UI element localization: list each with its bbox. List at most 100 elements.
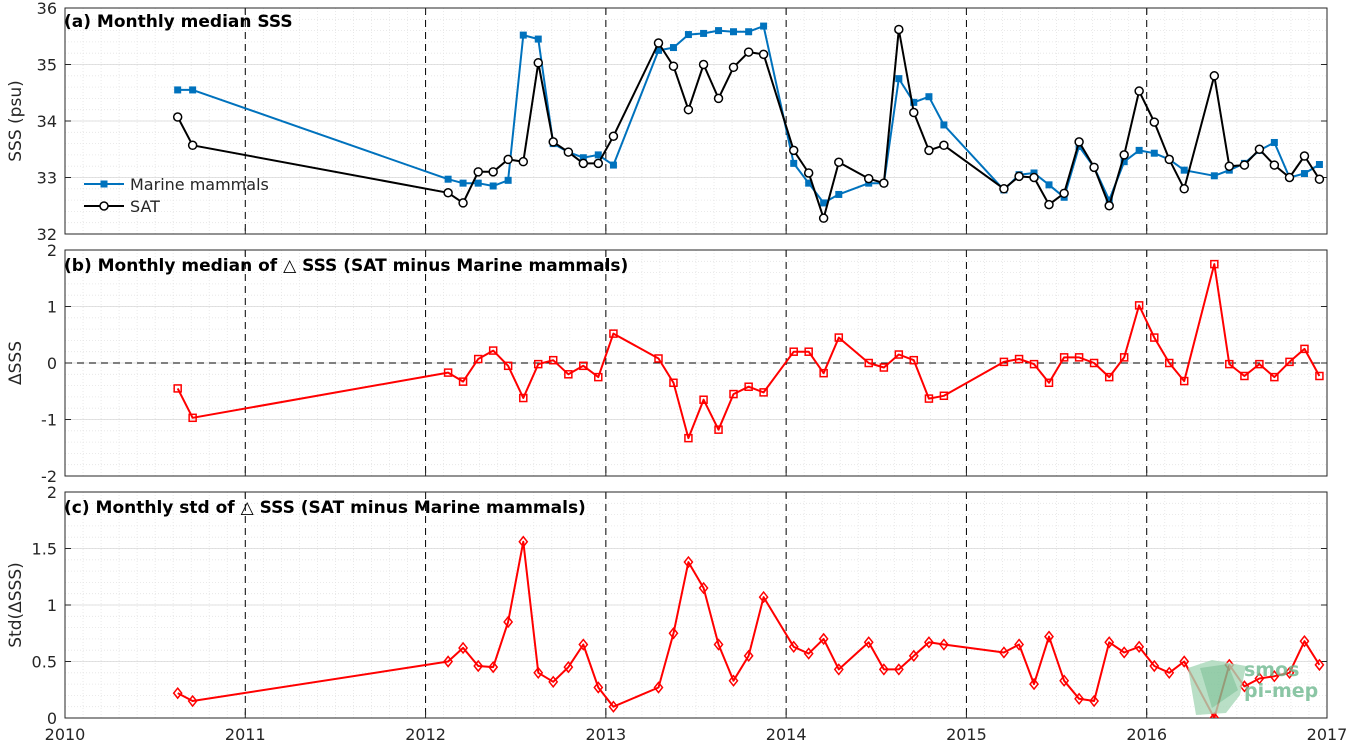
data-point [655,46,663,54]
y-tick-label: 0.5 [32,653,57,672]
data-point [1105,196,1113,204]
panel-c: 0 0.5 1 1.5 2 (c) Monthly std of △ SSS (SAT … [6,483,1347,744]
data-point [743,649,754,663]
data-point [1240,371,1249,381]
data-point [909,107,919,118]
series-line-1-0 [176,263,1321,440]
data-point [473,167,483,177]
data-point [1225,359,1234,369]
data-point [1269,160,1280,170]
x-tick-label: 2015 [946,725,987,744]
data-point [1270,372,1279,382]
data-point [1134,86,1144,96]
y-tick-label: 2 [47,241,57,260]
data-point [1059,353,1069,362]
data-point [1239,160,1250,170]
data-point [593,158,604,169]
data-point [1164,154,1174,165]
data-point [443,368,453,377]
legend-label-sat: SAT [130,197,160,216]
data-point [864,358,873,368]
data-point [863,636,874,649]
data-point [940,121,948,129]
data-point [699,395,708,404]
data-point [1179,184,1189,194]
data-point [1119,646,1130,659]
data-point [1150,333,1159,342]
data-point [834,157,844,167]
data-point [1045,181,1053,189]
data-point [488,346,498,355]
data-point [1044,630,1054,643]
data-point [503,615,514,629]
y-tick-label: 2 [47,483,57,502]
data-point [1179,655,1190,668]
data-point [172,112,183,122]
y-tick-label: 1.5 [32,540,57,559]
panel-title: (a) Monthly median SSS [64,12,293,32]
data-point [894,24,904,35]
data-point [473,354,483,364]
data-point [608,700,619,713]
data-point [924,394,934,403]
y-tick-label: 0 [47,709,57,728]
data-point [443,655,454,668]
y-tick-label: 34 [37,112,57,131]
data-point [819,368,828,378]
data-point [910,98,918,106]
data-point [609,329,618,338]
data-point [879,363,889,372]
data-point [548,675,559,689]
x-tick-label: 2016 [1126,725,1167,744]
data-point [1299,634,1310,648]
data-point [714,425,723,434]
data-point [728,62,739,73]
data-point [534,35,542,43]
data-point [788,640,799,654]
data-point [745,28,753,36]
data-point [1209,711,1220,718]
data-point [1149,659,1160,673]
data-point [938,638,949,651]
data-point [1134,301,1144,310]
data-point [729,389,738,399]
data-point [744,382,753,391]
legend-swatch-sat [84,201,124,211]
data-point [173,384,182,393]
y-axis-label: Std(ΔSSS) [6,562,26,648]
y-tick-label: 1 [47,596,57,615]
data-point [863,173,874,184]
data-point [805,179,813,187]
data-point [1029,359,1039,369]
data-point [579,154,587,162]
data-point [188,413,197,423]
data-point [593,681,604,694]
data-point [999,357,1009,367]
data-point [518,535,529,548]
data-point [1210,172,1218,180]
data-point [1180,166,1188,174]
data-point [1089,162,1099,173]
data-point [1254,672,1265,685]
logo-text-pi-mep: pi-mep [1244,680,1318,702]
panel-title: (c) Monthly std of △ SSS (SAT minus Mari… [64,498,586,518]
data-point [1224,161,1235,171]
data-point [578,158,589,169]
data-point [1014,638,1025,651]
data-point [713,638,724,651]
data-point [684,31,692,39]
data-point [1044,378,1054,388]
data-point [1014,354,1024,364]
data-point [563,660,574,674]
data-point [1089,694,1100,708]
data-point [187,140,198,151]
data-point [1074,353,1084,362]
data-point [1270,138,1278,146]
data-point [713,93,724,104]
series-line-2-0 [177,540,1321,718]
data-point [834,333,844,342]
series-line-0-1 [176,28,1321,220]
data-point [1074,137,1084,147]
y-tick-label: 32 [37,225,57,244]
x-tick-label: 2010 [45,725,86,744]
